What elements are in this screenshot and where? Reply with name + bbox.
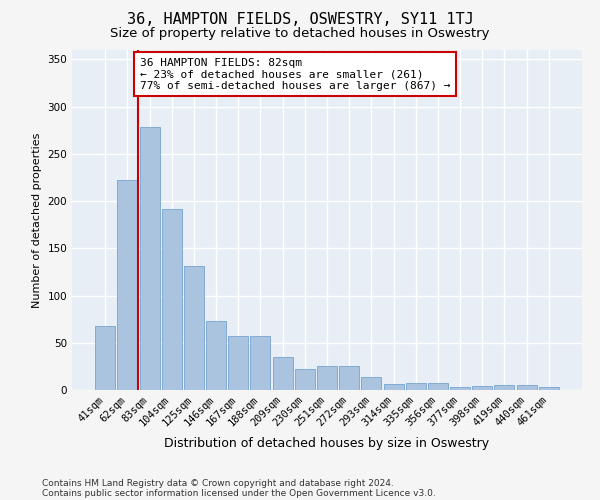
Bar [250, 336, 271, 390]
Bar [162, 208, 182, 390]
X-axis label: Distribution of detached houses by size in Oswestry: Distribution of detached houses by size … [164, 437, 490, 450]
Bar [517, 386, 536, 390]
Bar [539, 387, 559, 390]
Bar [118, 180, 137, 390]
Bar [383, 384, 404, 390]
Text: 36, HAMPTON FIELDS, OSWESTRY, SY11 1TJ: 36, HAMPTON FIELDS, OSWESTRY, SY11 1TJ [127, 12, 473, 28]
Bar [472, 386, 492, 390]
Bar [184, 266, 204, 390]
Bar [339, 366, 359, 390]
Bar [406, 384, 426, 390]
Text: Contains HM Land Registry data © Crown copyright and database right 2024.: Contains HM Land Registry data © Crown c… [42, 478, 394, 488]
Bar [295, 369, 315, 390]
Bar [95, 326, 115, 390]
Bar [317, 366, 337, 390]
Text: Contains public sector information licensed under the Open Government Licence v3: Contains public sector information licen… [42, 488, 436, 498]
Text: 36 HAMPTON FIELDS: 82sqm
← 23% of detached houses are smaller (261)
77% of semi-: 36 HAMPTON FIELDS: 82sqm ← 23% of detach… [140, 58, 450, 91]
Bar [450, 387, 470, 390]
Bar [272, 357, 293, 390]
Bar [361, 377, 382, 390]
Y-axis label: Number of detached properties: Number of detached properties [32, 132, 42, 308]
Bar [428, 384, 448, 390]
Bar [494, 386, 514, 390]
Bar [206, 321, 226, 390]
Bar [140, 128, 160, 390]
Text: Size of property relative to detached houses in Oswestry: Size of property relative to detached ho… [110, 28, 490, 40]
Bar [228, 336, 248, 390]
